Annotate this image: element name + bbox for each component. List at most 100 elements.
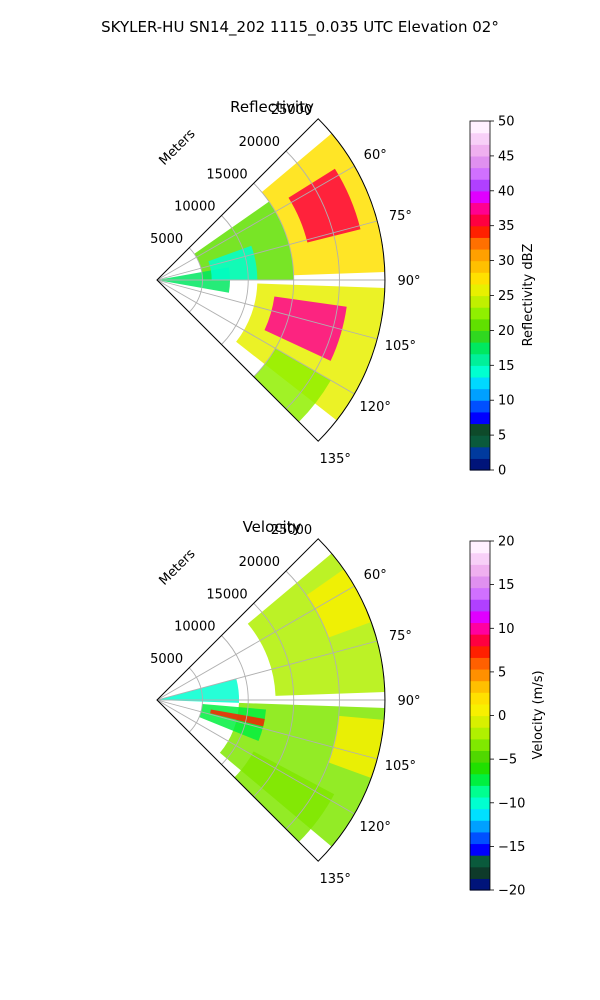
reflectivity-title: Reflectivity [230,98,314,116]
azimuth-gridline-3 [156,699,378,760]
colorbar-swatch-10 [470,342,490,355]
reflectivity-colorbar-label: Reflectivity dBZ [521,244,536,347]
colorbar-swatch-3 [470,423,490,436]
colorbar-swatch-14 [470,295,490,308]
colorbar-swatch-0 [470,458,490,471]
azimuth-tick-label: 135° [320,452,351,467]
colorbar-swatch-6 [470,808,490,821]
colorbar-swatch-20 [470,645,490,658]
echo-region-7 [234,751,335,842]
range-tick-label: 20000 [239,135,280,150]
colorbar-tick-label: 40 [498,184,515,199]
reflectivity-colorbar: 0 5 10 15 20 25 30 35 40 45 50 [469,115,515,479]
azimuth-gridline-0 [156,585,355,701]
echo-region-7 [253,348,331,422]
echo-region-3 [264,296,347,361]
range-tick-label: 25000 [271,103,312,118]
colorbar-swatch-26 [470,575,490,589]
colorbar-swatch-4 [470,831,490,845]
colorbar-swatch-21 [470,214,490,227]
colorbar-swatch-3 [470,843,490,856]
range-tick-label: 5000 [150,652,183,667]
colorbar-swatch-9 [470,773,490,786]
colorbar-swatch-4 [470,411,490,425]
velocity-title: Velocity [243,518,302,536]
figure-suptitle: SKYLER-HU SN14_202 1115_0.035 UTC Elevat… [101,18,499,37]
colorbar-swatch-7 [470,796,490,810]
colorbar-swatch-11 [470,750,490,763]
colorbar-tick-label: 35 [498,219,515,234]
reflectivity-range-axis-label: Meters [157,126,199,168]
colorbar-swatch-6 [470,388,490,401]
colorbar-swatch-7 [470,376,490,390]
azimuth-tick-label: 60° [364,568,387,583]
azimuth-gridline-1 [156,220,378,281]
colorbar-swatch-25 [470,167,490,180]
colorbar-swatch-16 [470,272,490,285]
velocity-range-axis-label: Meters [157,546,199,588]
colorbar-swatch-19 [470,657,490,670]
azimuth-tick-label: 90° [397,274,420,289]
colorbar-swatch-28 [470,552,490,565]
azimuth-gridline-4 [156,279,355,395]
colorbar-swatch-12 [470,318,490,331]
colorbar-tick-label: 15 [498,359,515,374]
azimuth-tick-label: 105° [385,339,416,354]
colorbar-swatch-29 [470,541,490,554]
echo-region-6 [210,709,265,727]
echo-region-1 [288,168,361,243]
colorbar-swatch-24 [470,599,490,612]
colorbar-tick-label: 5 [498,429,506,444]
colorbar-tick-label: 15 [498,578,515,593]
colorbar-tick-label: 20 [498,535,515,550]
velocity-panel: Velocity Meters 60° 75° 90° 105° 120° 135° 500… [150,518,546,899]
azimuth-tick-label: 75° [389,629,412,644]
colorbar-swatch-24 [470,179,490,192]
colorbar-swatch-11 [470,330,490,343]
colorbar-swatch-1 [470,866,490,879]
azimuth-tick-label: 120° [360,820,391,835]
colorbar-tick-label: 30 [498,254,515,269]
colorbar-tick-label: 45 [498,149,515,164]
sector-outline [156,118,386,442]
sector-outline [156,538,386,862]
reflectivity-sector: 60° 75° 90° 105° 120° 135° 5000 10000 15000 20000… [150,103,420,467]
colorbar-swatch-27 [470,144,490,157]
colorbar-swatch-13 [470,727,490,740]
range-tick-label: 15000 [206,167,247,182]
velocity-sector: 60° 75° 90° 105° 120° 135° 5000 10000 15000 20000… [150,523,420,887]
colorbar-swatch-15 [470,283,490,297]
azimuth-tick-label: 105° [385,759,416,774]
colorbar-swatch-2 [470,435,490,448]
colorbar-swatch-18 [470,248,490,262]
colorbar-swatch-14 [470,715,490,728]
colorbar-swatch-16 [470,692,490,705]
azimuth-tick-label: 90° [397,694,420,709]
azimuth-tick-label: 135° [320,872,351,887]
range-tick-label: 25000 [271,523,312,538]
reflectivity-panel: Reflectivity Meters 60° 75° 90° 105° 120° 135… [150,98,536,479]
colorbar-tick-label: 0 [498,709,506,724]
colorbar-swatch-17 [470,260,490,273]
colorbar-swatch-17 [470,680,490,693]
echo-region-6 [208,245,258,280]
azimuth-gridline-4 [156,699,355,815]
echo-region-3 [328,715,385,778]
azimuth-gridline-3 [156,279,378,340]
colorbar-tick-label: 5 [498,665,506,680]
velocity-colorbar: −20 −15 −10 −5 0 5 10 15 20 [469,535,525,899]
colorbar-swatch-28 [470,132,490,145]
colorbar-swatch-22 [470,622,490,635]
colorbar-tick-label: −10 [498,796,525,811]
range-tick-label: 5000 [150,232,183,247]
colorbar-tick-label: 10 [498,622,515,637]
colorbar-swatch-23 [470,190,490,204]
colorbar-swatch-26 [470,155,490,169]
colorbar-swatch-8 [470,785,490,798]
range-tick-label: 10000 [174,200,215,215]
colorbar-swatch-5 [470,820,490,833]
colorbar-swatch-15 [470,703,490,717]
azimuth-tick-label: 120° [360,400,391,415]
azimuth-gridline-0 [156,165,355,281]
colorbar-swatch-1 [470,446,490,459]
